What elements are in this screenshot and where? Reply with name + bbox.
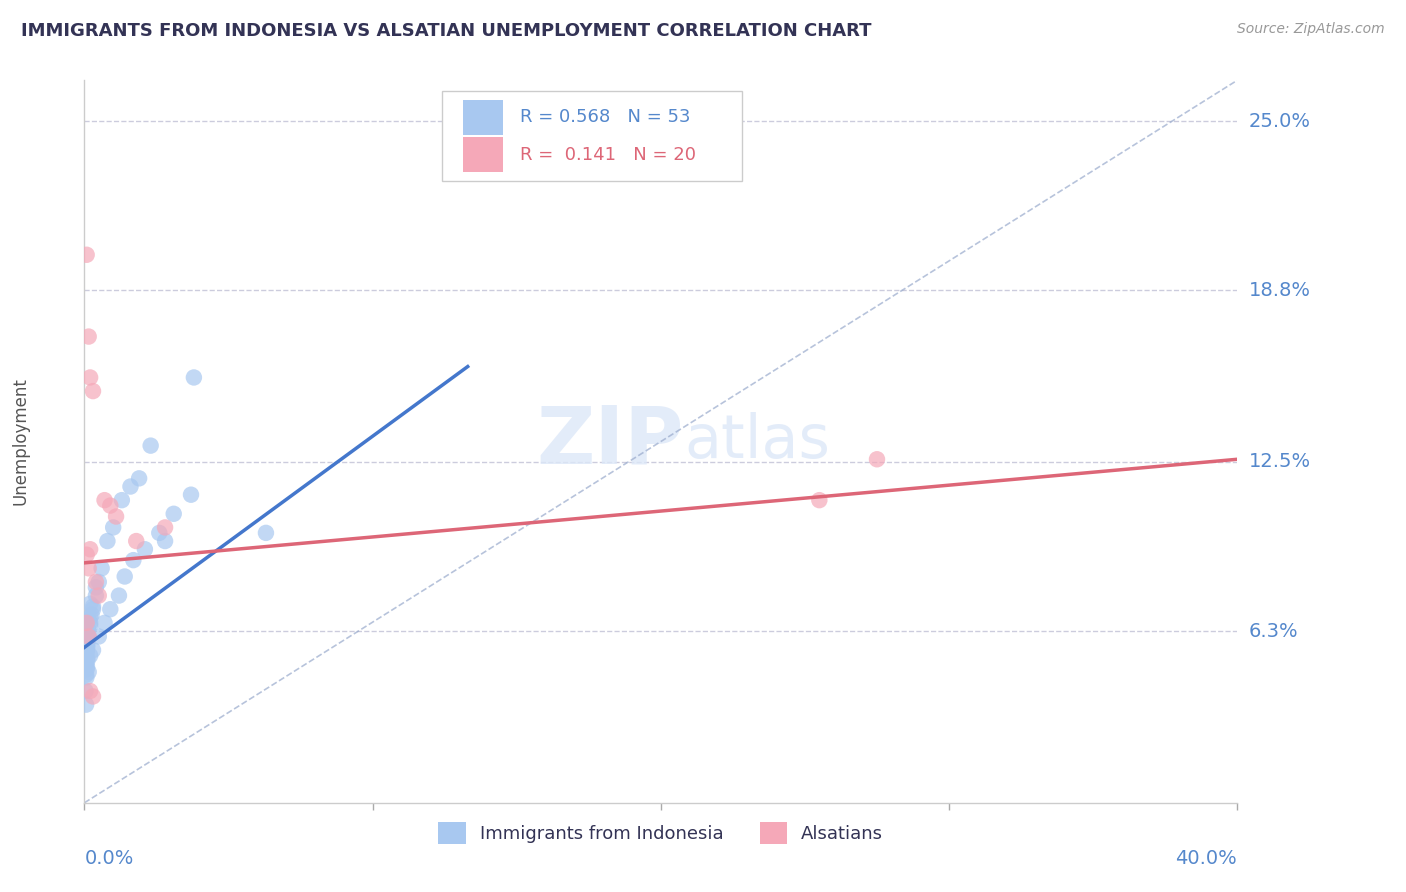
Point — [79, 648, 101, 663]
Point — [75, 667, 97, 681]
Text: atlas: atlas — [683, 412, 830, 471]
Point — [79, 610, 101, 624]
Text: 40.0%: 40.0% — [1175, 849, 1237, 868]
Text: 12.5%: 12.5% — [1249, 452, 1310, 472]
Point — [114, 569, 136, 583]
Point — [79, 684, 101, 698]
Point — [254, 525, 277, 540]
Point — [76, 248, 98, 262]
Point — [128, 471, 150, 485]
Point — [76, 548, 98, 562]
Text: 6.3%: 6.3% — [1249, 622, 1298, 640]
Point — [76, 615, 98, 630]
Point — [76, 659, 98, 673]
Point — [84, 574, 107, 589]
Point — [84, 589, 107, 603]
Text: 25.0%: 25.0% — [1249, 112, 1310, 130]
Point — [125, 534, 148, 549]
Point — [139, 439, 162, 453]
Point — [76, 626, 98, 640]
Point — [96, 534, 118, 549]
Point — [80, 607, 103, 622]
Point — [79, 370, 101, 384]
Point — [77, 613, 100, 627]
Point — [82, 690, 104, 704]
Point — [76, 651, 98, 665]
Text: R =  0.141   N = 20: R = 0.141 N = 20 — [520, 145, 696, 163]
Point — [76, 621, 98, 635]
Point — [148, 525, 170, 540]
Point — [75, 657, 97, 671]
Point — [105, 509, 128, 524]
FancyBboxPatch shape — [463, 137, 503, 172]
Point — [76, 646, 98, 660]
Text: R = 0.568   N = 53: R = 0.568 N = 53 — [520, 108, 690, 127]
Point — [87, 589, 110, 603]
Point — [77, 665, 100, 679]
Point — [122, 553, 145, 567]
Point — [134, 542, 156, 557]
Point — [93, 615, 115, 630]
Point — [76, 654, 98, 668]
Point — [84, 581, 107, 595]
Point — [76, 640, 98, 655]
Point — [103, 520, 124, 534]
Point — [93, 493, 115, 508]
Text: 18.8%: 18.8% — [1249, 281, 1310, 300]
Point — [77, 561, 100, 575]
Point — [75, 684, 97, 698]
Point — [108, 589, 131, 603]
Point — [82, 602, 104, 616]
Point — [75, 632, 97, 647]
FancyBboxPatch shape — [463, 100, 503, 135]
Point — [76, 662, 98, 676]
Text: Source: ZipAtlas.com: Source: ZipAtlas.com — [1237, 22, 1385, 37]
Point — [76, 635, 98, 649]
Point — [82, 643, 104, 657]
Point — [90, 561, 112, 575]
Point — [77, 630, 100, 644]
Point — [82, 384, 104, 398]
Point — [79, 615, 101, 630]
Text: 0.0%: 0.0% — [84, 849, 134, 868]
Point — [76, 638, 98, 652]
Point — [79, 618, 101, 632]
Point — [76, 643, 98, 657]
Point — [98, 499, 121, 513]
Point — [163, 507, 186, 521]
Point — [183, 370, 205, 384]
Point — [111, 493, 134, 508]
Point — [77, 329, 100, 343]
Legend: Immigrants from Indonesia, Alsatians: Immigrants from Indonesia, Alsatians — [432, 815, 890, 852]
Point — [180, 488, 202, 502]
Point — [87, 630, 110, 644]
Point — [75, 698, 97, 712]
Point — [79, 542, 101, 557]
Text: Unemployment: Unemployment — [11, 377, 30, 506]
Point — [866, 452, 889, 467]
Point — [153, 534, 176, 549]
Point — [120, 479, 142, 493]
Text: IMMIGRANTS FROM INDONESIA VS ALSATIAN UNEMPLOYMENT CORRELATION CHART: IMMIGRANTS FROM INDONESIA VS ALSATIAN UN… — [21, 22, 872, 40]
Point — [82, 599, 104, 614]
Point — [75, 624, 97, 638]
Text: ZIP: ZIP — [537, 402, 683, 481]
Point — [153, 520, 176, 534]
Point — [808, 493, 831, 508]
Point — [77, 630, 100, 644]
Point — [87, 574, 110, 589]
FancyBboxPatch shape — [441, 91, 741, 181]
Point — [98, 602, 121, 616]
Point — [75, 670, 97, 684]
Point — [79, 597, 101, 611]
